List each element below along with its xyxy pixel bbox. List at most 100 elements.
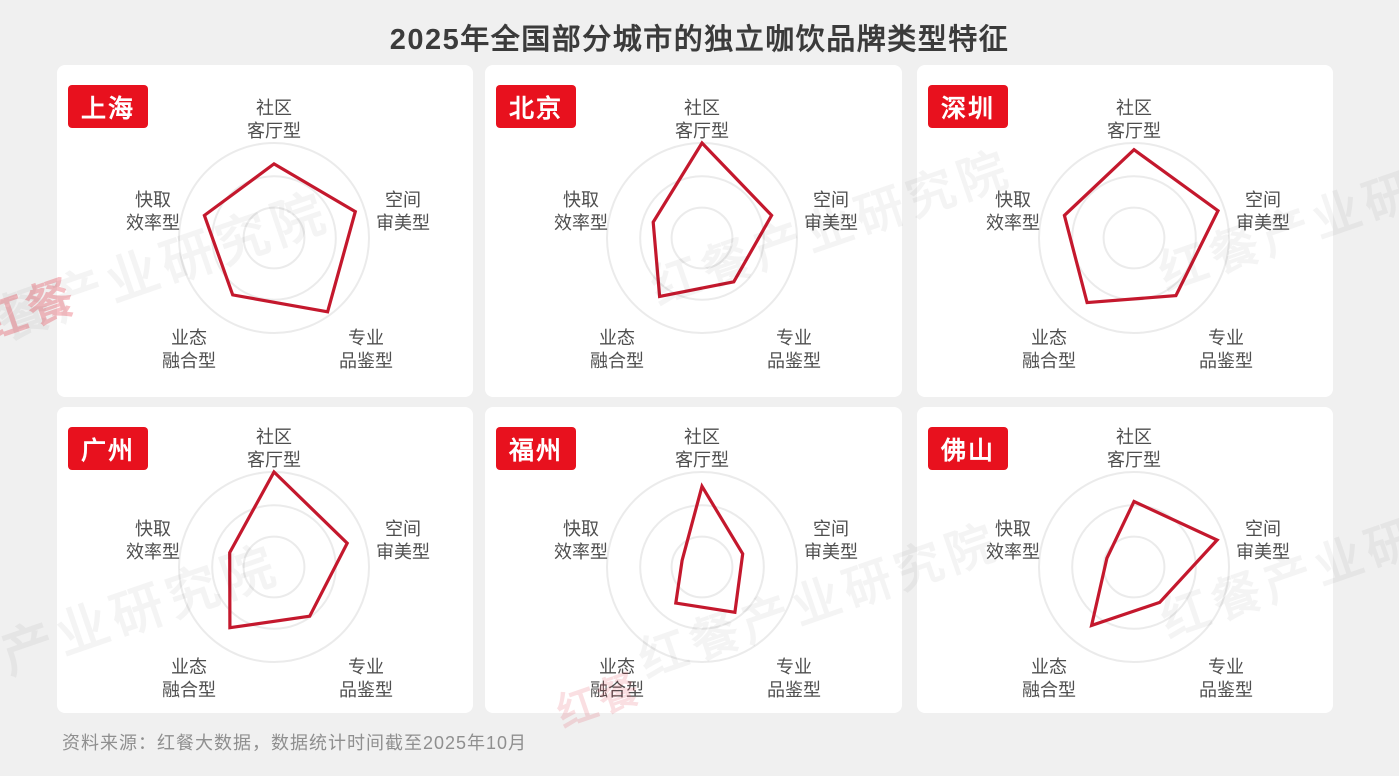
city-card: 福州 社区客厅型空间审美型专业品鉴型 业态融合型 快取效率型 — [485, 407, 902, 713]
axis-label-format-fusion: 业态 融合型 — [590, 327, 644, 373]
grid-ring — [606, 142, 798, 334]
radar-polygon — [1089, 499, 1220, 628]
grid-ring — [178, 142, 370, 334]
axis-label-line: 品鉴型 — [339, 351, 393, 371]
axis-label-line: 空间 — [385, 519, 421, 539]
grid-ring — [242, 206, 306, 270]
axis-label-line: 社区 — [1116, 427, 1152, 447]
axis-label-line: 审美型 — [1236, 542, 1290, 562]
axis-label-line: 审美型 — [1236, 213, 1290, 233]
axis-label-line: 业态 — [599, 657, 635, 677]
city-badge: 北京 — [496, 85, 576, 128]
axis-label-format-fusion: 业态 融合型 — [590, 656, 644, 702]
axis-label-professional-tasting: 专业 品鉴型 — [339, 656, 393, 702]
axis-label-line: 业态 — [1031, 328, 1067, 348]
axis-label-line: 效率型 — [126, 213, 180, 233]
axis-label-line: 客厅型 — [1107, 450, 1161, 470]
axis-label-line: 专业 — [1208, 657, 1244, 677]
axis-label-format-fusion: 业态 融合型 — [162, 656, 216, 702]
axis-label-community-livingroom: 社区 客厅型 — [675, 426, 729, 472]
axis-label-quick-efficiency: 快取 效率型 — [986, 518, 1040, 564]
axis-label-quick-efficiency: 快取 效率型 — [126, 189, 180, 235]
city-badge: 佛山 — [928, 427, 1008, 470]
axis-label-line: 融合型 — [1022, 680, 1076, 700]
axis-label-line: 专业 — [348, 328, 384, 348]
axis-label-line: 快取 — [135, 519, 171, 539]
axis-label-format-fusion: 业态 融合型 — [1022, 656, 1076, 702]
grid-ring — [670, 535, 734, 599]
city-card: 上海 社区 客厅型 空间 审美型 专业 品鉴型 业态 融合型 快取 效率型 — [57, 65, 473, 397]
city-badge: 深圳 — [928, 85, 1008, 128]
city-badge: 福州 — [496, 427, 576, 470]
radar-chart — [606, 140, 798, 334]
source-note: 资料来源：红餐大数据，数据统计时间截至2025年10月 — [62, 733, 528, 753]
axis-label-line: 空间 — [813, 519, 849, 539]
radar-chart — [1038, 142, 1230, 334]
axis-label-line: 社区 — [684, 427, 720, 447]
axis-label-format-fusion: 业态 融合型 — [1022, 327, 1076, 373]
axis-label-line: 审美型 — [804, 542, 858, 562]
axis-label-space-aesthetic: 空间 审美型 — [376, 518, 430, 564]
axis-label-line: 融合型 — [590, 680, 644, 700]
axis-label-line: 空间 — [1245, 519, 1281, 539]
city-card: 佛山 社区客厅型空间审美型专业品鉴型 业态融合型 快取效率型 — [917, 407, 1333, 713]
axis-label-line: 效率型 — [554, 542, 608, 562]
axis-label-line: 审美型 — [376, 542, 430, 562]
city-badge: 广州 — [68, 427, 148, 470]
axis-label-line: 快取 — [995, 519, 1031, 539]
axis-label-line: 空间 — [813, 190, 849, 210]
axis-label-line: 品鉴型 — [1199, 680, 1253, 700]
axis-label-line: 审美型 — [804, 213, 858, 233]
axis-label-community-livingroom: 社区 客厅型 — [675, 97, 729, 143]
axis-label-line: 社区 — [256, 98, 292, 118]
radar-chart — [178, 469, 370, 663]
radar-polygon — [202, 161, 358, 314]
axis-label-line: 效率型 — [986, 542, 1040, 562]
grid-ring — [242, 535, 306, 599]
axis-label-line: 融合型 — [1022, 351, 1076, 371]
grid-ring — [639, 175, 765, 301]
axis-label-space-aesthetic: 空间 审美型 — [1236, 518, 1290, 564]
axis-label-line: 品鉴型 — [1199, 351, 1253, 371]
axis-label-line: 客厅型 — [247, 450, 301, 470]
axis-label-line: 效率型 — [986, 213, 1040, 233]
radar-chart — [178, 142, 370, 334]
axis-label-line: 品鉴型 — [767, 680, 821, 700]
axis-label-community-livingroom: 社区 客厅型 — [247, 426, 301, 472]
axis-label-line: 业态 — [171, 328, 207, 348]
radar-polygon — [1062, 147, 1221, 305]
page-title: 2025年全国部分城市的独立咖饮品牌类型特征 — [389, 24, 1010, 56]
axis-label-professional-tasting: 专业 品鉴型 — [1199, 656, 1253, 702]
axis-label-line: 融合型 — [162, 351, 216, 371]
axis-label-line: 业态 — [1031, 657, 1067, 677]
axis-label-community-livingroom: 社区 客厅型 — [1107, 97, 1161, 143]
axis-label-line: 空间 — [385, 190, 421, 210]
axis-label-space-aesthetic: 空间 审美型 — [804, 189, 858, 235]
city-badge: 上海 — [68, 85, 148, 128]
axis-label-line: 专业 — [1208, 328, 1244, 348]
axis-label-quick-efficiency: 快取 效率型 — [986, 189, 1040, 235]
axis-label-professional-tasting: 专业 品鉴型 — [767, 327, 821, 373]
axis-label-space-aesthetic: 空间 审美型 — [804, 518, 858, 564]
grid-ring — [670, 206, 734, 270]
axis-label-space-aesthetic: 空间 审美型 — [1236, 189, 1290, 235]
axis-label-line: 客厅型 — [675, 450, 729, 470]
axis-label-line: 审美型 — [376, 213, 430, 233]
axis-label-line: 品鉴型 — [767, 351, 821, 371]
grid-ring — [1038, 142, 1230, 334]
axis-label-line: 专业 — [348, 657, 384, 677]
grid-ring — [1102, 206, 1166, 270]
axis-label-line: 品鉴型 — [339, 680, 393, 700]
grid-ring — [178, 471, 370, 663]
axis-label-line: 客厅型 — [1107, 121, 1161, 141]
city-card: 广州 社区 客厅型 空间 审美型 专业 品鉴型 业态 融合型 快取 效率型 — [57, 407, 473, 713]
axis-label-line: 融合型 — [590, 351, 644, 371]
axis-label-line: 专业 — [776, 657, 812, 677]
axis-label-line: 空间 — [1245, 190, 1281, 210]
axis-label-line: 客厅型 — [675, 121, 729, 141]
axis-label-line: 快取 — [563, 519, 599, 539]
axis-label-professional-tasting: 专业 品鉴型 — [1199, 327, 1253, 373]
radar-chart — [1038, 471, 1230, 663]
axis-label-line: 快取 — [563, 190, 599, 210]
